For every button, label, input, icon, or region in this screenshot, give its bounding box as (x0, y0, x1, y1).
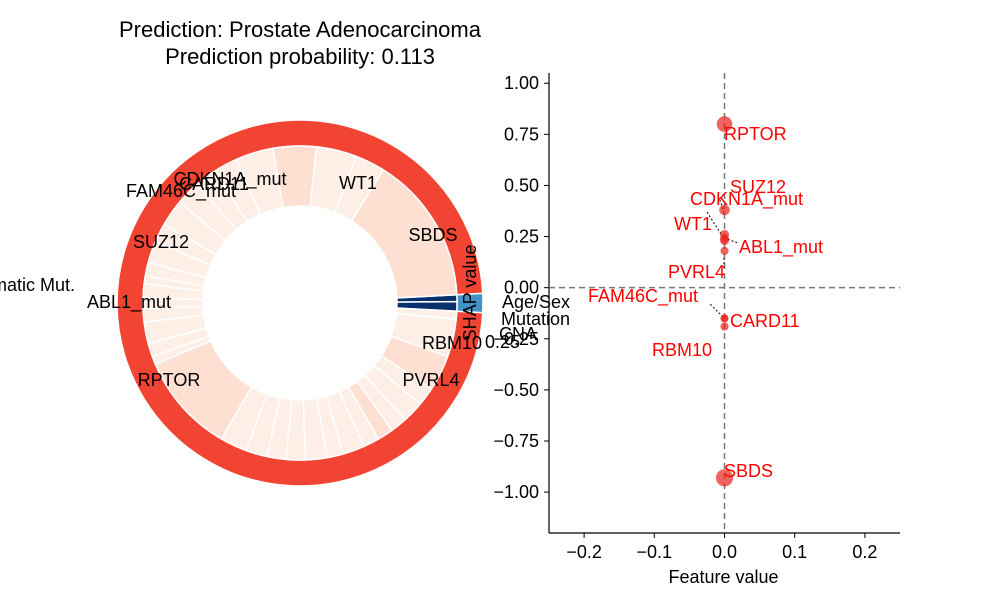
outer-ring-label: Somatic Mut. (0, 275, 75, 295)
y-tick-label: −0.50 (493, 380, 539, 400)
point-label: SBDS (724, 461, 773, 481)
y-tick-label: 0.00 (504, 278, 539, 298)
data-point (715, 469, 734, 487)
shap-tick-label: 0.25 (485, 332, 520, 352)
point-label: WT1 (674, 214, 712, 234)
y-tick-label: 0.50 (504, 175, 539, 195)
point-label: RPTOR (724, 124, 787, 144)
label-leader-line (723, 237, 739, 244)
feature-label: RPTOR (138, 370, 201, 390)
outer-ring-label: CNA (499, 324, 537, 344)
shap-value-label: SHAP value (460, 245, 480, 342)
feature-ring-segment (395, 307, 458, 321)
point-label: SUZ12 (730, 177, 786, 197)
data-point (719, 204, 730, 216)
x-axis-label: Feature value (668, 567, 778, 587)
outer-ring-label: Age/Sex (502, 292, 570, 312)
data-point (720, 246, 729, 255)
point-label: RBM10 (652, 340, 712, 360)
x-tick-label: 0.0 (712, 542, 737, 562)
point-label: FAM46C_mut (588, 286, 698, 307)
feature-label: SBDS (408, 225, 457, 245)
x-tick-label: −0.2 (566, 542, 602, 562)
y-tick-label: −0.75 (493, 431, 539, 451)
data-point (716, 116, 733, 132)
feature-label: FAM46C_mut (126, 181, 236, 202)
scatter-plot: 1.00 0.75 0.50 0.25 0.00 −0.25 −0.50 −0.75 −1.00… (493, 73, 900, 587)
data-point (720, 236, 729, 246)
outer-ring-label: Mutation (501, 309, 570, 329)
y-tick-label: 0.25 (504, 227, 539, 247)
point-label: PVRL4 (668, 262, 725, 282)
point-label: ABL1_mut (739, 237, 823, 258)
x-tick-label: 0.1 (782, 542, 807, 562)
y-tick-label: −0.25 (493, 329, 539, 349)
data-point (720, 314, 729, 323)
x-tick-label: −0.1 (637, 542, 673, 562)
label-leader-line (706, 211, 722, 235)
feature-label: ABL1_mut (87, 292, 171, 313)
feature-label: CARD11 (179, 174, 249, 194)
point-label: CDKN1A_mut (690, 189, 803, 210)
x-tick-label: 0.2 (852, 542, 877, 562)
feature-label: WT1 (339, 173, 377, 193)
label-leader-line (708, 302, 724, 318)
feature-label: RBM10 (422, 333, 482, 353)
feature-label: CDKN1A_mut (173, 169, 286, 190)
data-point (720, 322, 729, 331)
point-label: CARD11 (730, 311, 800, 331)
y-tick-label: 1.00 (504, 73, 539, 93)
y-tick-label: 0.75 (504, 124, 539, 144)
title-line-2: Prediction probability: 0.113 (165, 44, 435, 69)
feature-label: PVRL4 (402, 370, 459, 390)
feature-label: SUZ12 (133, 232, 189, 252)
title-line-1: Prediction: Prostate Adenocarcinoma (119, 17, 482, 42)
y-tick-label: −1.00 (493, 482, 539, 502)
